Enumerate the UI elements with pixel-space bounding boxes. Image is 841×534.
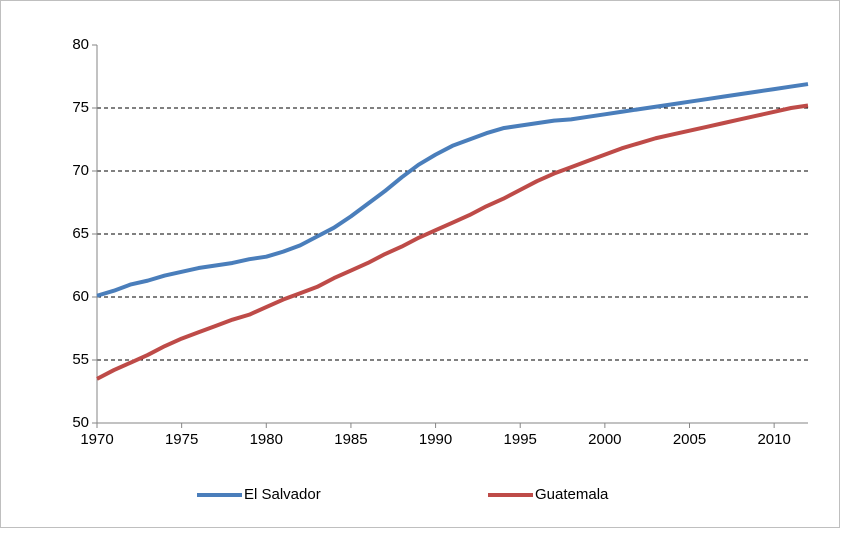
legend-label: Guatemala [535,486,609,503]
y-tick-label: 65 [72,225,89,242]
line-series [96,82,809,298]
y-tick-label: 60 [72,288,89,305]
y-tick-label: 70 [72,162,89,179]
x-tick-label: 1980 [250,431,283,448]
x-tick-label: 2005 [673,431,706,448]
x-tick-label: 2000 [588,431,621,448]
x-tick-label: 1990 [419,431,452,448]
y-tick-label: 50 [72,414,89,431]
line-series [96,103,809,381]
y-tick-label: 55 [72,351,89,368]
y-tick-label: 75 [72,99,89,116]
x-tick-label: 2010 [757,431,790,448]
x-tick-label: 1985 [334,431,367,448]
x-tick-label: 1970 [80,431,113,448]
y-tick-label: 80 [72,36,89,53]
x-tick-label: 1975 [165,431,198,448]
x-tick-label: 1995 [504,431,537,448]
legend-label: El Salvador [244,486,321,503]
